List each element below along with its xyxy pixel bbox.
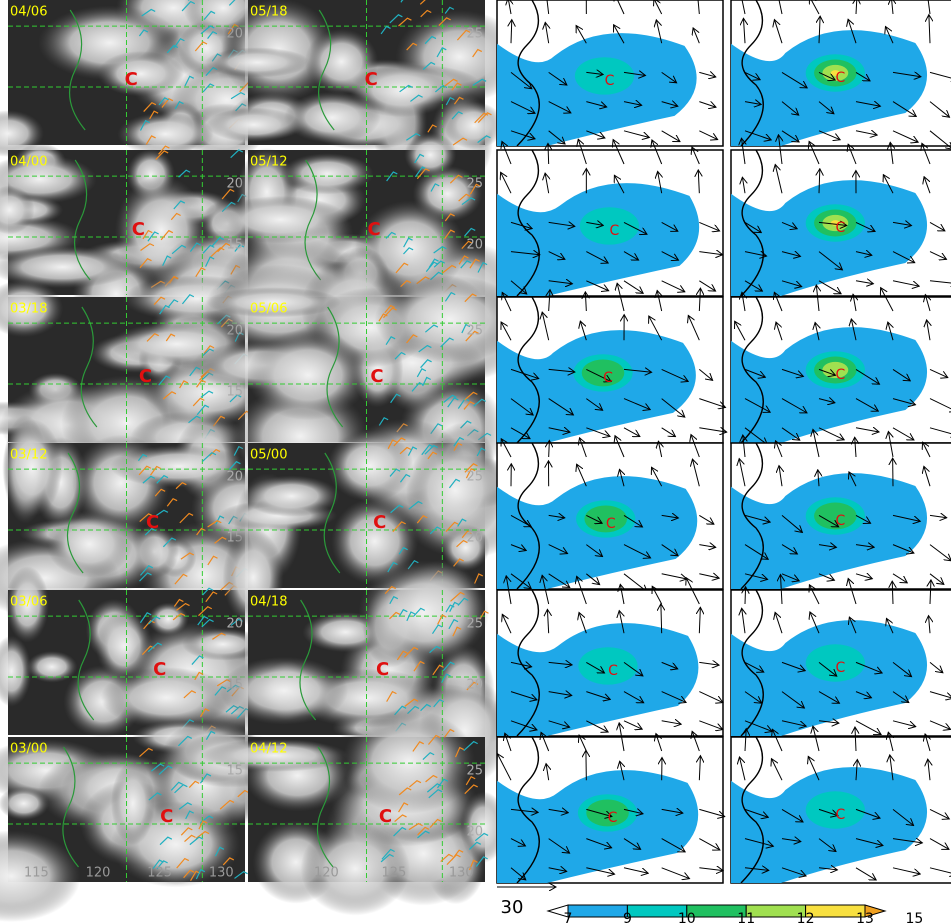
cloud <box>46 510 132 577</box>
lat-label: 25 <box>466 764 483 779</box>
lat-label: 25 <box>466 324 483 339</box>
center-mark: C <box>370 366 383 387</box>
time-label: 04/00 <box>10 155 47 170</box>
lat-label: 25 <box>466 27 483 42</box>
wind-panel: C <box>731 574 951 736</box>
lat-label: 25 <box>466 617 483 632</box>
time-label: 03/06 <box>10 595 47 610</box>
lon-label: 130 <box>449 866 474 881</box>
cloud <box>220 657 348 725</box>
center-mark: C <box>605 73 615 89</box>
center-mark: C <box>835 660 845 676</box>
time-label: 03/18 <box>10 302 47 317</box>
lat-label: 25 <box>466 177 483 192</box>
center-mark: C <box>373 512 386 533</box>
cloud <box>111 762 155 845</box>
colorbar-tick-label: 10 <box>678 911 696 923</box>
time-label: 05/12 <box>250 155 287 170</box>
center-mark: C <box>835 807 845 823</box>
center-mark: C <box>139 366 152 387</box>
cloud <box>244 475 340 516</box>
center-mark: C <box>835 220 845 236</box>
cloud <box>406 438 504 543</box>
wind-panel: C <box>497 139 723 296</box>
cloud <box>98 51 184 96</box>
center-mark: C <box>608 810 618 826</box>
center-mark: C <box>125 69 138 90</box>
time-label: 05/00 <box>250 448 287 463</box>
time-label: 04/12 <box>250 742 287 757</box>
center-mark: C <box>835 367 845 383</box>
cloud <box>444 102 504 150</box>
reference-vector-label: 30 <box>501 897 524 918</box>
cloud <box>205 47 310 77</box>
center-mark: C <box>132 219 145 240</box>
colorbar-tick-label: 9 <box>623 911 632 923</box>
cloud <box>207 108 302 142</box>
lon-label: 120 <box>314 866 339 881</box>
cloud <box>327 430 413 501</box>
wind-panel: C <box>497 435 723 592</box>
time-label: 04/06 <box>10 5 47 20</box>
time-label: 05/18 <box>250 5 287 20</box>
wind-vector <box>745 587 746 604</box>
wind-panel: C <box>497 723 725 883</box>
wind-panel: C <box>497 575 723 736</box>
cloud <box>26 651 77 683</box>
lat-label: 20 <box>466 531 483 546</box>
wind-panel: C <box>497 283 727 443</box>
lon-label: 130 <box>209 866 234 881</box>
center-mark: C <box>379 806 392 827</box>
time-label: 03/00 <box>10 742 47 757</box>
colorbar-tick-label: 11 <box>737 911 755 923</box>
cloud <box>404 133 456 178</box>
colorbar-tick-label: 13 <box>856 911 874 923</box>
center-mark: C <box>376 659 389 680</box>
wind-vector <box>548 143 549 164</box>
center-mark: C <box>835 70 845 86</box>
cloud <box>358 560 489 664</box>
figure: 04/06C2004/00C201503/18C201503/12C201503… <box>0 0 951 923</box>
center-mark: C <box>606 516 616 532</box>
wind-panel: C <box>731 726 951 883</box>
lat-label: 25 <box>466 470 483 485</box>
lon-label: 125 <box>147 866 172 881</box>
colorbar-tick-label: 7 <box>564 911 573 923</box>
cloud <box>342 710 475 814</box>
lat-label: 20 <box>466 825 483 840</box>
lon-label: 115 <box>24 866 49 881</box>
cloud <box>281 153 374 194</box>
lat-label: 20 <box>466 678 483 693</box>
wind-panel: C <box>497 0 723 146</box>
cloud <box>0 787 49 821</box>
wind-panel: C <box>731 135 951 296</box>
center-mark: C <box>835 513 845 529</box>
center-mark: C <box>153 659 166 680</box>
cloud <box>2 419 62 516</box>
cloud <box>247 330 369 420</box>
center-mark: C <box>367 219 380 240</box>
lat-label: 20 <box>226 470 243 485</box>
wind-panel: C <box>731 285 951 445</box>
center-mark: C <box>603 370 613 386</box>
wind-panel: C <box>731 429 951 589</box>
time-label: 05/06 <box>250 302 287 317</box>
time-label: 03/12 <box>10 448 47 463</box>
center-mark: C <box>146 512 159 533</box>
wind-panel: C <box>731 0 951 149</box>
lon-label: 120 <box>86 866 111 881</box>
lat-label: 20 <box>466 238 483 253</box>
colorbar-segment <box>568 905 627 917</box>
center-mark: C <box>608 663 618 679</box>
colorbar-tick-label: 15 <box>905 911 923 923</box>
cloud <box>101 667 233 728</box>
center-mark: C <box>160 806 173 827</box>
lon-label: 125 <box>381 866 406 881</box>
cloud <box>117 112 214 155</box>
center-mark: C <box>610 223 620 239</box>
center-mark: C <box>365 69 378 90</box>
time-label: 04/18 <box>250 595 287 610</box>
colorbar-tick-label: 12 <box>797 911 815 923</box>
